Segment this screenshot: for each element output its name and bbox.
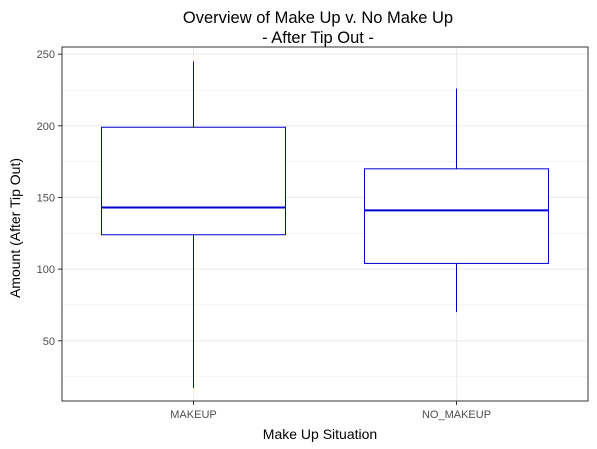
panel-border [61, 46, 589, 402]
y-tick-label: 150 [37, 192, 55, 204]
box-no-makeup [364, 168, 549, 264]
y-tick-label: 250 [37, 49, 55, 61]
x-axis-title: Make Up Situation [263, 426, 377, 442]
chart-title-line2: - After Tip Out - [262, 29, 374, 47]
y-tick-label: 50 [43, 336, 55, 348]
y-tick-label: 200 [37, 121, 55, 133]
x-tick-label: MAKEUP [170, 409, 216, 421]
axes: 50 100 150 200 250 MAKEUP NO_MAKEUP [37, 49, 491, 421]
y-tick-label: 100 [37, 264, 55, 276]
box-makeup [101, 126, 286, 236]
x-tick-label: NO_MAKEUP [422, 409, 491, 421]
y-axis-title: Amount (After Tip Out) [7, 158, 23, 298]
boxes [101, 61, 549, 389]
chart-title-line1: Overview of Make Up v. No Make Up [183, 9, 453, 27]
